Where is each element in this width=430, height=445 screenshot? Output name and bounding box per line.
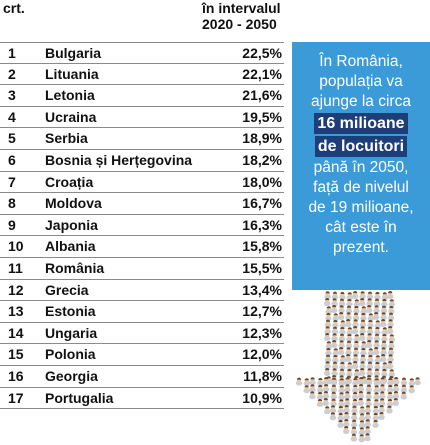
table-row: 2 Lituania 22,1% [0, 64, 284, 86]
table-row: 4 Ucraina 19,5% [0, 107, 284, 129]
table-row: 3 Letonia 21,6% [0, 85, 284, 107]
table-row: 11 România 15,5% [0, 258, 284, 280]
info-line-4: până în 2050, [313, 159, 409, 176]
column-header-crt: crt. [3, 0, 25, 16]
table-row: 12 Grecia 13,4% [0, 280, 284, 302]
info-highlight-1: 16 milioane [314, 113, 408, 134]
table-row: 9 Japonia 16,3% [0, 215, 284, 237]
row-country: Bosnia și Herțegovina [45, 151, 193, 168]
row-number: 7 [8, 173, 16, 190]
row-country: Albania [45, 238, 96, 255]
row-percentage: 16,3% [242, 216, 282, 233]
row-percentage: 22,1% [242, 65, 282, 82]
row-number: 6 [8, 151, 16, 168]
row-country: Georgia [45, 367, 98, 384]
table-row: 17 Portugalia 10,9% [0, 388, 284, 410]
row-number: 16 [8, 367, 24, 384]
column-header-interval: în intervalul 2020 - 2050 [202, 0, 281, 32]
table-row: 16 Georgia 11,8% [0, 366, 284, 388]
row-country: Ucraina [45, 108, 97, 125]
table-row: 10 Albania 15,8% [0, 236, 284, 258]
row-percentage: 12,0% [242, 346, 282, 363]
table-row: 8 Moldova 16,7% [0, 193, 284, 215]
info-line-7: cât este în [325, 219, 397, 236]
row-percentage: 13,4% [242, 281, 282, 298]
population-decline-table: 1 Bulgaria 22,5% 2 Lituania 22,1% 3 Letonia 21,6… [0, 42, 284, 410]
row-percentage: 15,5% [242, 259, 282, 276]
row-country: România [45, 259, 105, 276]
row-country: Serbia [45, 130, 88, 147]
table-row: 7 Croația 18,0% [0, 172, 284, 194]
row-number: 1 [8, 45, 16, 61]
info-highlight-2: de locuitori [314, 136, 408, 157]
row-number: 17 [8, 389, 24, 406]
crowd-arrow-illustration [295, 291, 421, 443]
info-line-2: populația va [319, 73, 403, 90]
romania-info-box: În România, populația va ajunge la circa… [292, 42, 430, 290]
table-row: 14 Ungaria 12,3% [0, 323, 284, 345]
row-number: 12 [8, 281, 24, 298]
row-number: 3 [8, 87, 16, 104]
row-country: Croația [45, 173, 94, 190]
row-country: Letonia [45, 87, 95, 104]
table-row: 6 Bosnia și Herțegovina 18,2% [0, 150, 284, 172]
crowd-arrow-down-icon [292, 290, 430, 445]
row-number: 10 [8, 238, 24, 255]
row-number: 4 [8, 108, 16, 125]
info-line-3: ajunge la circa [311, 93, 411, 110]
row-country: Polonia [45, 346, 96, 363]
row-country: Bulgaria [45, 45, 102, 61]
row-percentage: 19,5% [242, 108, 282, 125]
row-percentage: 11,8% [243, 367, 282, 384]
info-line-6: de 19 milioane, [308, 199, 414, 216]
row-percentage: 15,8% [242, 238, 282, 255]
row-country: Portugalia [45, 389, 114, 406]
row-number: 14 [8, 324, 24, 341]
row-country: Estonia [45, 303, 96, 320]
table-row: 1 Bulgaria 22,5% [0, 42, 284, 64]
column-header-interval-line1: în intervalul [202, 0, 281, 16]
row-number: 13 [8, 303, 24, 320]
row-percentage: 18,2% [242, 151, 282, 168]
row-number: 9 [8, 216, 16, 233]
table-row: 15 Polonia 12,0% [0, 344, 284, 366]
info-line-1: În România, [319, 53, 403, 70]
row-percentage: 12,3% [242, 324, 282, 341]
row-number: 5 [8, 130, 16, 147]
row-number: 8 [8, 195, 16, 212]
row-number: 2 [8, 65, 16, 82]
row-country: Lituania [45, 65, 99, 82]
row-percentage: 21,6% [242, 87, 282, 104]
table-row: 5 Serbia 18,9% [0, 128, 284, 150]
table-row: 13 Estonia 12,7% [0, 301, 284, 323]
row-percentage: 18,0% [242, 173, 282, 190]
row-number: 11 [8, 259, 23, 276]
row-percentage: 18,9% [242, 130, 282, 147]
row-percentage: 10,9% [242, 389, 282, 406]
row-country: Ungaria [45, 324, 98, 341]
info-line-5: față de nivelul [313, 179, 409, 196]
row-percentage: 12,7% [242, 303, 282, 320]
row-country: Moldova [45, 195, 102, 212]
row-country: Grecia [45, 281, 89, 298]
row-percentage: 22,5% [242, 45, 282, 61]
info-line-8: prezent. [332, 239, 389, 256]
row-country: Japonia [45, 216, 98, 233]
column-header-interval-line2: 2020 - 2050 [202, 16, 277, 32]
row-percentage: 16,7% [242, 195, 282, 212]
row-number: 15 [8, 346, 24, 363]
